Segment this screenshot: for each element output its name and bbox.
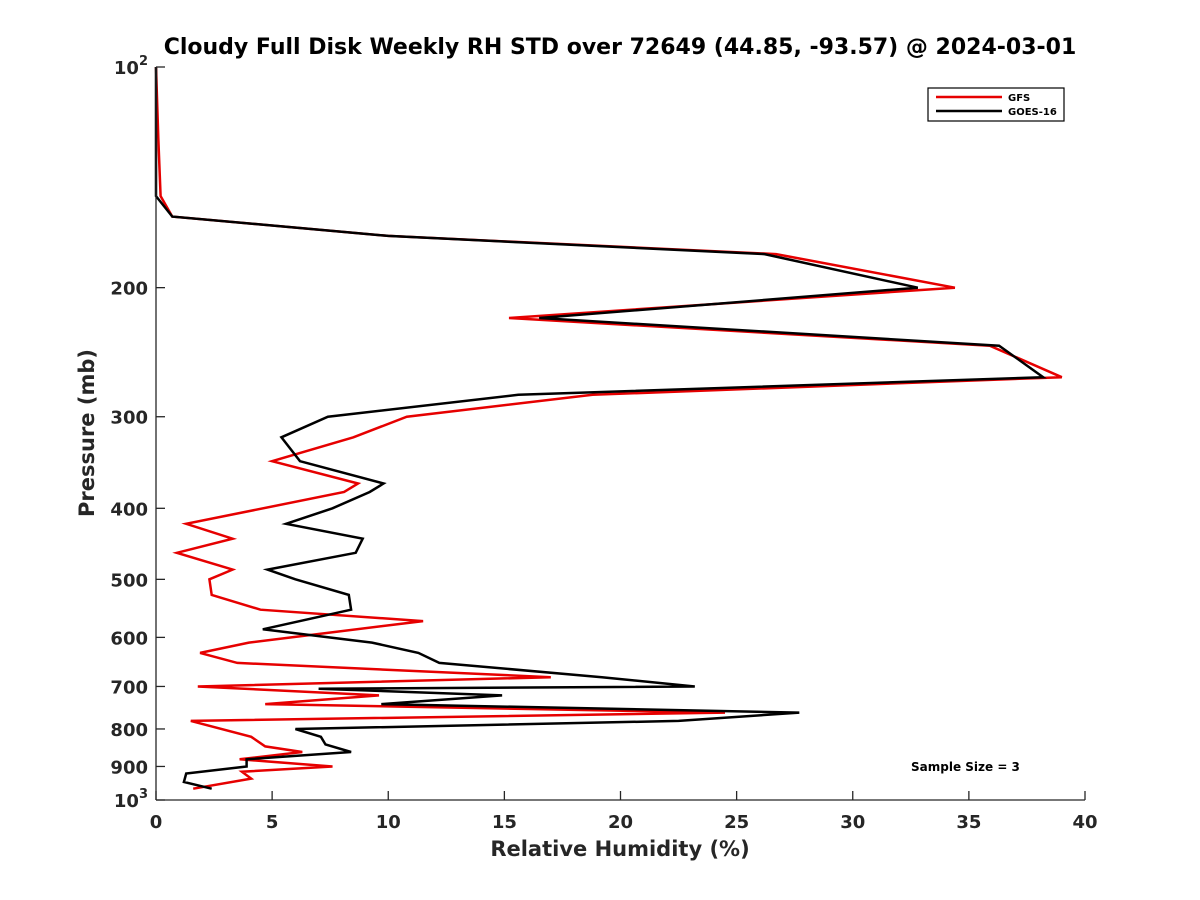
y-tick-label: 103 [114,787,148,812]
plot-area: 0 5 10 15 20 25 30 35 40 102 200 300 400 500 600 700 80… [110,54,1097,833]
x-ticks: 0 5 10 15 20 25 30 35 40 [150,791,1098,833]
x-tick-label: 5 [266,812,279,833]
x-tick-label: 20 [608,812,633,833]
y-tick-label: 200 [110,279,148,300]
x-tick-label: 40 [1072,812,1097,833]
x-tick-label: 25 [724,812,749,833]
x-tick-label: 30 [840,812,865,833]
x-tick-label: 35 [956,812,981,833]
series-layer [154,66,1063,790]
chart-title: Cloudy Full Disk Weekly RH STD over 7264… [164,35,1077,60]
y-tick-label: 102 [114,54,148,79]
y-tick-label: 300 [110,408,148,429]
series-line-goes-16 [154,67,1047,790]
sample-size-annotation: Sample Size = 3 [911,760,1020,774]
x-axis-label: Relative Humidity (%) [490,837,749,861]
y-tick-label: 900 [110,757,148,778]
y-tick-label: 600 [110,628,148,649]
legend-label-goes-16: GOES-16 [1008,107,1057,118]
y-ticks: 102 200 300 400 500 600 700 800 900 103 [110,54,165,812]
y-tick-label: 800 [110,720,148,741]
y-axis-label: Pressure (mb) [75,349,99,517]
x-tick-label: 15 [492,812,517,833]
x-tick-label: 10 [376,812,401,833]
legend-box [927,87,1065,122]
y-tick-label: 400 [110,499,148,520]
y-tick-label: 700 [110,677,148,698]
legend-label-gfs: GFS [1008,93,1030,104]
legend: GFS GOES-16 [927,87,1065,122]
x-tick-label: 0 [150,812,163,833]
y-tick-label: 500 [110,570,148,591]
